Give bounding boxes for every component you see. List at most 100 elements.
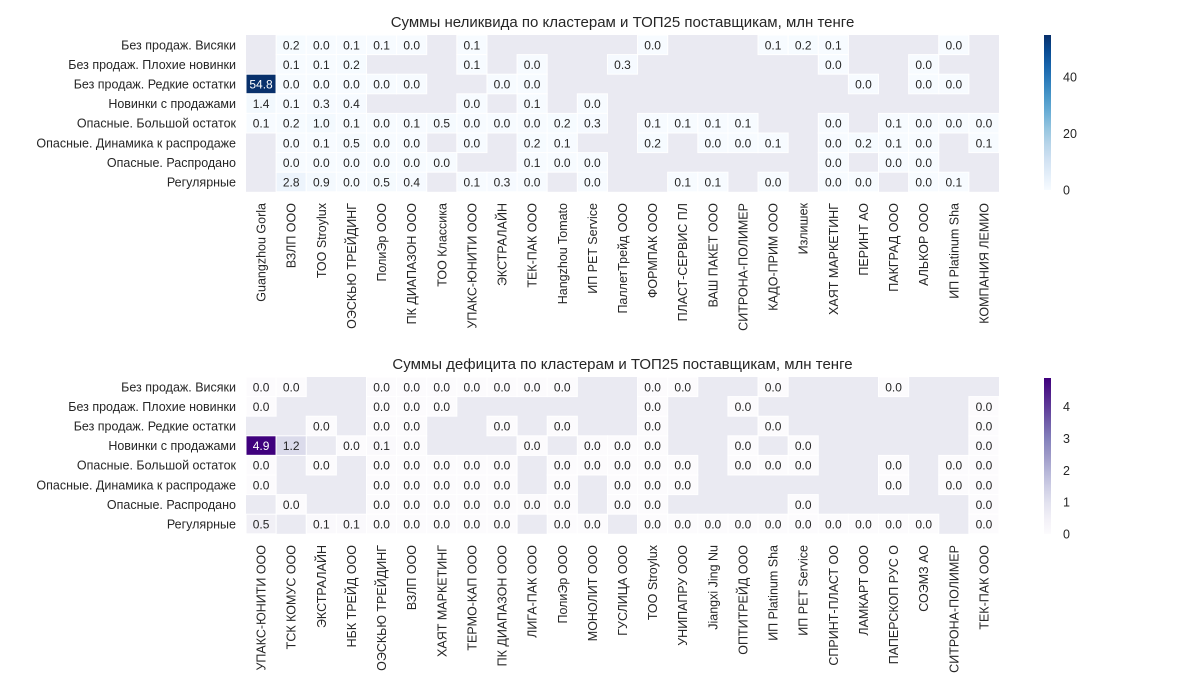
row-label: Без продаж. Редкие остатки — [74, 420, 236, 434]
row-label: Новинки с продажами — [108, 439, 236, 453]
cell-value-label: 0.1 — [283, 58, 300, 72]
cell-value-label: 0.1 — [343, 38, 360, 52]
heatmap-nonliquid: Суммы неликвида по кластерам и ТОП25 пос… — [36, 14, 1077, 331]
cell-value-label: 0.0 — [885, 459, 902, 473]
cell-value-label: 0.0 — [674, 380, 691, 394]
cell-value-label: 54.8 — [249, 78, 273, 92]
cell-value-label: 0.0 — [554, 498, 571, 512]
cell-value-label: 0.0 — [976, 498, 993, 512]
heatmap-cell — [546, 415, 578, 437]
cell-value-label: 0.0 — [283, 136, 300, 150]
cell-value-label: 0.2 — [283, 117, 300, 131]
heatmap-cell — [486, 415, 518, 437]
cell-value-label: 0.0 — [614, 459, 631, 473]
column-label: ТОО Stroylux — [646, 544, 660, 620]
cell-value-label: 0.0 — [283, 380, 300, 394]
column-label: ВАШ ПАКЕТ ООО — [706, 203, 720, 308]
cell-value-label: 0.0 — [433, 498, 450, 512]
cell-value-label: 0.2 — [343, 58, 360, 72]
colorbar-tick-label: 3 — [1063, 432, 1070, 446]
cell-value-label: 0.0 — [343, 176, 360, 190]
cell-value-label: 0.0 — [554, 478, 571, 492]
heatmap-cell — [757, 171, 789, 193]
cell-value-label: 0.0 — [705, 136, 722, 150]
cell-value-label: 0.0 — [403, 459, 420, 473]
cell-value-label: 0.0 — [765, 380, 782, 394]
cell-value-label: 0.1 — [765, 136, 782, 150]
cell-value-label: 0.0 — [644, 400, 661, 414]
cell-value-label: 0.3 — [494, 176, 511, 190]
row-label: Регулярные — [167, 176, 236, 190]
column-label: ИП PET Service — [797, 545, 811, 636]
cell-value-label: 0.1 — [524, 156, 541, 170]
column-label: ТСК КОМУС ООО — [285, 545, 299, 650]
heatmap-cell — [546, 376, 578, 398]
cell-value-label: 0.0 — [283, 156, 300, 170]
heatmap-cell — [275, 494, 307, 515]
cell-value-label: 0.0 — [735, 459, 752, 473]
column-label: ТЕК-ПАК ООО — [977, 545, 991, 630]
cell-value-label: 0.1 — [644, 117, 661, 131]
cell-value-label: 0.0 — [433, 156, 450, 170]
heatmap-cell — [938, 34, 970, 56]
cell-value-label: 0.4 — [343, 97, 360, 111]
chart-title: Суммы дефицита по кластерам и ТОП25 пост… — [392, 356, 852, 373]
cell-value-label: 0.0 — [765, 459, 782, 473]
cell-value-label: 0.0 — [945, 117, 962, 131]
heatmap-cell — [426, 396, 458, 417]
cell-value-label: 0.3 — [584, 117, 601, 131]
cell-value-label: 0.0 — [705, 518, 722, 532]
cell-value-label: 0.1 — [735, 117, 752, 131]
column-label: АЛЬКОР ООО — [917, 203, 931, 286]
cell-value-label: 0.0 — [554, 420, 571, 434]
heatmap-cell — [697, 171, 729, 193]
colorbar-tick-label: 4 — [1063, 400, 1070, 414]
cell-value-label: 0.0 — [915, 78, 932, 92]
column-label: НБК ТРЕЙД ООО — [344, 545, 359, 648]
cell-value-label: 0.3 — [313, 97, 330, 111]
column-label: СИТРОНА-ПОЛИМЕР — [947, 545, 961, 673]
cell-value-label: 0.0 — [373, 459, 390, 473]
cell-value-label: 0.0 — [885, 478, 902, 492]
cell-value-label: 0.0 — [403, 400, 420, 414]
heatmap-cell — [245, 513, 277, 535]
cell-value-label: 0.0 — [403, 78, 420, 92]
cell-value-label: 0.0 — [494, 498, 511, 512]
cell-value-label: 0.0 — [433, 400, 450, 414]
cell-value-label: 0.0 — [976, 400, 993, 414]
colorbar-tick-label: 20 — [1063, 127, 1077, 141]
row-label: Регулярные — [167, 518, 236, 532]
cell-value-label: 0.1 — [373, 439, 390, 453]
cell-value-label: 0.0 — [373, 380, 390, 394]
column-label: ИП PET Service — [586, 203, 600, 294]
heatmap-cell — [305, 415, 337, 437]
row-label: Опасные. Большой остаток — [77, 117, 237, 131]
cell-value-label: 0.0 — [825, 58, 842, 72]
column-label: ТОО Классика — [435, 203, 449, 287]
colorbar-tick-label: 0 — [1063, 184, 1070, 198]
cell-value-label: 0.1 — [554, 136, 571, 150]
cell-value-label: 0.0 — [313, 420, 330, 434]
cell-value-label: 0.0 — [735, 518, 752, 532]
cell-value-label: 0.0 — [976, 439, 993, 453]
cell-value-label: 0.5 — [433, 117, 450, 131]
column-label: Hangzhou Tomato — [556, 203, 570, 304]
column-label: ВЗЛП ООО — [285, 203, 299, 268]
cell-value-label: 0.0 — [464, 136, 481, 150]
column-label: Jiangxi Jing Nu — [706, 545, 720, 630]
column-label: ОЭСКЬЮ ТРЕЙДИНГ — [344, 203, 359, 329]
heatmap-cell — [727, 396, 759, 417]
cell-value-label: 0.0 — [795, 459, 812, 473]
heatmap-cell — [245, 474, 277, 496]
heatmap-cell — [847, 171, 880, 193]
cell-value-label: 0.0 — [403, 439, 420, 453]
cell-value-label: 0.0 — [283, 498, 300, 512]
cell-value-label: 0.0 — [554, 380, 571, 394]
cell-value-label: 0.0 — [915, 156, 932, 170]
cell-value-label: 0.0 — [614, 498, 631, 512]
colorbar — [1044, 35, 1051, 190]
cell-value-label: 0.0 — [403, 420, 420, 434]
heatmap-cell — [606, 54, 639, 75]
heatmap-cell — [968, 513, 1000, 535]
cell-value-label: 0.0 — [433, 478, 450, 492]
